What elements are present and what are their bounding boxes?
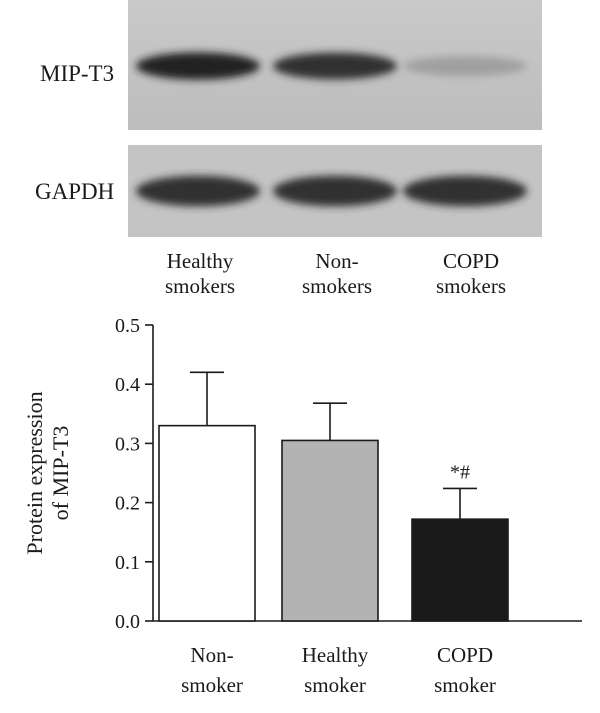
x-tick-label-line1: Non-	[190, 643, 233, 667]
bar-chart: Protein expression of MIP-T3 *# 0.0 0.1 0.…	[22, 315, 582, 697]
y-tick-label: 0.5	[115, 315, 140, 337]
blot-band	[273, 52, 397, 80]
blot-panel-gapdh	[128, 145, 542, 237]
blot-row-label-gapdh: GAPDH	[35, 179, 115, 204]
y-tick-label: 0.1	[115, 552, 140, 574]
lane-label-2: Non-smokers	[302, 249, 372, 298]
y-axis-label: Protein expression of MIP-T3	[22, 391, 73, 554]
significance-label: *#	[450, 461, 470, 483]
blot-band	[136, 52, 260, 80]
y-axis-label-line2: of MIP-T3	[48, 426, 73, 521]
y-axis-label-line1: Protein expression	[22, 391, 47, 554]
blot-band	[403, 175, 527, 207]
lane-label-1: Healthy smokers	[165, 249, 235, 298]
x-tick-label-line1: Healthy	[302, 643, 369, 667]
blot-band	[403, 56, 527, 76]
blot-band	[136, 175, 260, 207]
blot-panel-mip-t3	[128, 0, 542, 130]
x-tick-label-line2: smoker	[304, 673, 366, 697]
y-tick-label: 0.4	[115, 374, 140, 396]
y-tick-label: 0.0	[115, 611, 140, 633]
x-tick-label-line2: smoker	[434, 673, 496, 697]
lane-label-3: COPD smokers	[436, 249, 506, 298]
blot-row-label-mip-t3: MIP-T3	[40, 61, 115, 86]
y-tick-label: 0.2	[115, 493, 140, 515]
y-tick-label: 0.3	[115, 433, 140, 455]
bar-2	[281, 439, 379, 622]
bar-1	[158, 424, 256, 622]
blot-band	[273, 175, 397, 207]
bar-3	[411, 518, 509, 622]
x-tick-label-line1: COPD	[437, 643, 493, 667]
x-tick-label-line2: smoker	[181, 673, 243, 697]
